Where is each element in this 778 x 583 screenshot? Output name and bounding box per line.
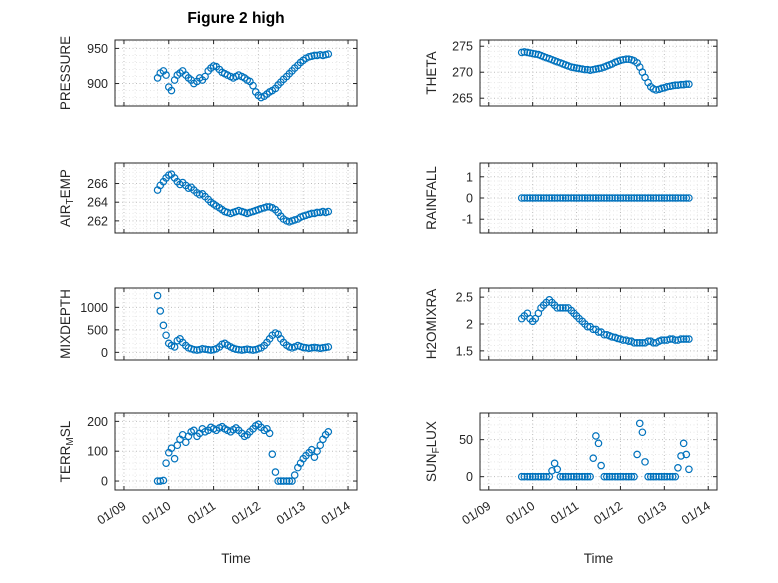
y-tick-label: 1000 xyxy=(80,301,108,315)
y-axis-label-theta: THETA xyxy=(424,51,439,94)
pressure-points xyxy=(153,50,333,102)
y-tick-label: 1 xyxy=(466,170,473,184)
y-tick-label: 264 xyxy=(87,196,108,210)
x-tick-label: 01/10 xyxy=(503,499,537,528)
x-tick-label: 01/09 xyxy=(95,499,129,528)
y-tick-label: 266 xyxy=(87,177,108,191)
y-axis-label-terr_msl: TERRMSL xyxy=(58,420,76,482)
y-tick-label: 0 xyxy=(101,475,108,489)
y-tick-label: 50 xyxy=(459,433,473,447)
y-tick-label: 275 xyxy=(452,40,473,54)
x-tick-label: 01/14 xyxy=(319,499,353,528)
subplot-theta: 265 270 275 THETA xyxy=(424,39,718,107)
air_temp-points xyxy=(153,170,333,226)
y-tick-label: 2.5 xyxy=(456,291,473,305)
figure-title: Figure 2 high xyxy=(187,10,285,27)
y-tick-label: 2 xyxy=(466,318,473,332)
y-tick-label: 200 xyxy=(87,415,108,429)
tick-marks xyxy=(480,163,717,233)
y-tick-label: 950 xyxy=(87,42,108,56)
grid xyxy=(115,163,357,233)
axes-box xyxy=(114,39,358,107)
y-axis-label-rainfall: RAINFALL xyxy=(424,166,439,230)
x-axis-label-left: Time xyxy=(221,551,251,566)
rainfall-points xyxy=(517,194,693,202)
mixdepth-points xyxy=(153,291,333,354)
tick-marks xyxy=(480,288,717,360)
y-axis-label-pressure: PRESSURE xyxy=(58,36,73,110)
y-tick-label: 0 xyxy=(466,192,473,206)
x-axis-label-right: Time xyxy=(583,551,614,566)
subplot-h2omixra: 1.5 2 2.5 H2OMIXRA xyxy=(424,287,718,361)
subplot-pressure: 900 950 PRESSURE xyxy=(58,36,358,110)
h2omixra-points xyxy=(517,296,693,347)
axes-box xyxy=(479,412,718,491)
axes-box xyxy=(479,39,718,107)
subplot-sun_flux: 0 50 01/09 01/10 01/11 01/12 01/13 01/14 SUNFLUX xyxy=(424,412,718,528)
grid xyxy=(480,413,717,490)
y-tick-label: 500 xyxy=(87,323,108,337)
x-tick-label: 01/12 xyxy=(229,499,263,528)
y-tick-label: 100 xyxy=(87,445,108,459)
x-tick-label: 01/11 xyxy=(548,499,581,527)
tick-marks xyxy=(115,413,357,490)
y-axis-label-air_temp: AIRTEMP xyxy=(58,169,76,227)
axes-box xyxy=(114,287,358,361)
x-tick-label: 01/14 xyxy=(679,499,713,528)
x-tick-label: 01/10 xyxy=(140,499,174,528)
subplot-air_temp: 262 264 266 AIRTEMP xyxy=(58,162,358,234)
subplot-mixdepth: 0 500 1000 MIXDEPTH xyxy=(58,287,358,361)
y-tick-label: 270 xyxy=(452,66,473,80)
tick-marks xyxy=(480,40,717,106)
tick-marks xyxy=(115,288,357,360)
x-tick-label: 01/13 xyxy=(274,499,308,528)
x-tick-label: 01/09 xyxy=(460,499,494,528)
terr_msl-points xyxy=(153,420,333,485)
tick-marks xyxy=(115,163,357,233)
x-tick-label: 01/13 xyxy=(635,499,669,528)
y-axis-label-mixdepth: MIXDEPTH xyxy=(58,289,73,359)
y-tick-label: 262 xyxy=(87,214,108,228)
x-tick-label: 01/12 xyxy=(591,499,625,528)
axes-box xyxy=(114,162,358,234)
y-tick-label: -1 xyxy=(462,213,473,227)
y-tick-label: 1.5 xyxy=(456,344,473,358)
tick-marks xyxy=(115,40,357,106)
x-tick-label: 01/11 xyxy=(185,499,218,527)
y-tick-label: 0 xyxy=(101,346,108,360)
subplot-rainfall: -1 0 1 RAINFALL xyxy=(424,162,718,234)
subplot-terr_msl: 0 100 200 01/09 01/10 01/11 01/12 01/13 01/14 TER… xyxy=(58,412,358,528)
y-tick-label: 900 xyxy=(87,77,108,91)
tick-marks xyxy=(480,413,717,490)
y-axis-label-sun_flux: SUNFLUX xyxy=(424,421,442,482)
y-tick-label: 0 xyxy=(466,470,473,484)
grid xyxy=(480,288,717,360)
grid xyxy=(115,413,357,490)
grid xyxy=(480,40,717,106)
sun_flux-points xyxy=(517,419,693,481)
y-axis-label-h2omixra: H2OMIXRA xyxy=(424,289,439,360)
theta-points xyxy=(517,48,693,94)
y-tick-label: 265 xyxy=(452,92,473,106)
